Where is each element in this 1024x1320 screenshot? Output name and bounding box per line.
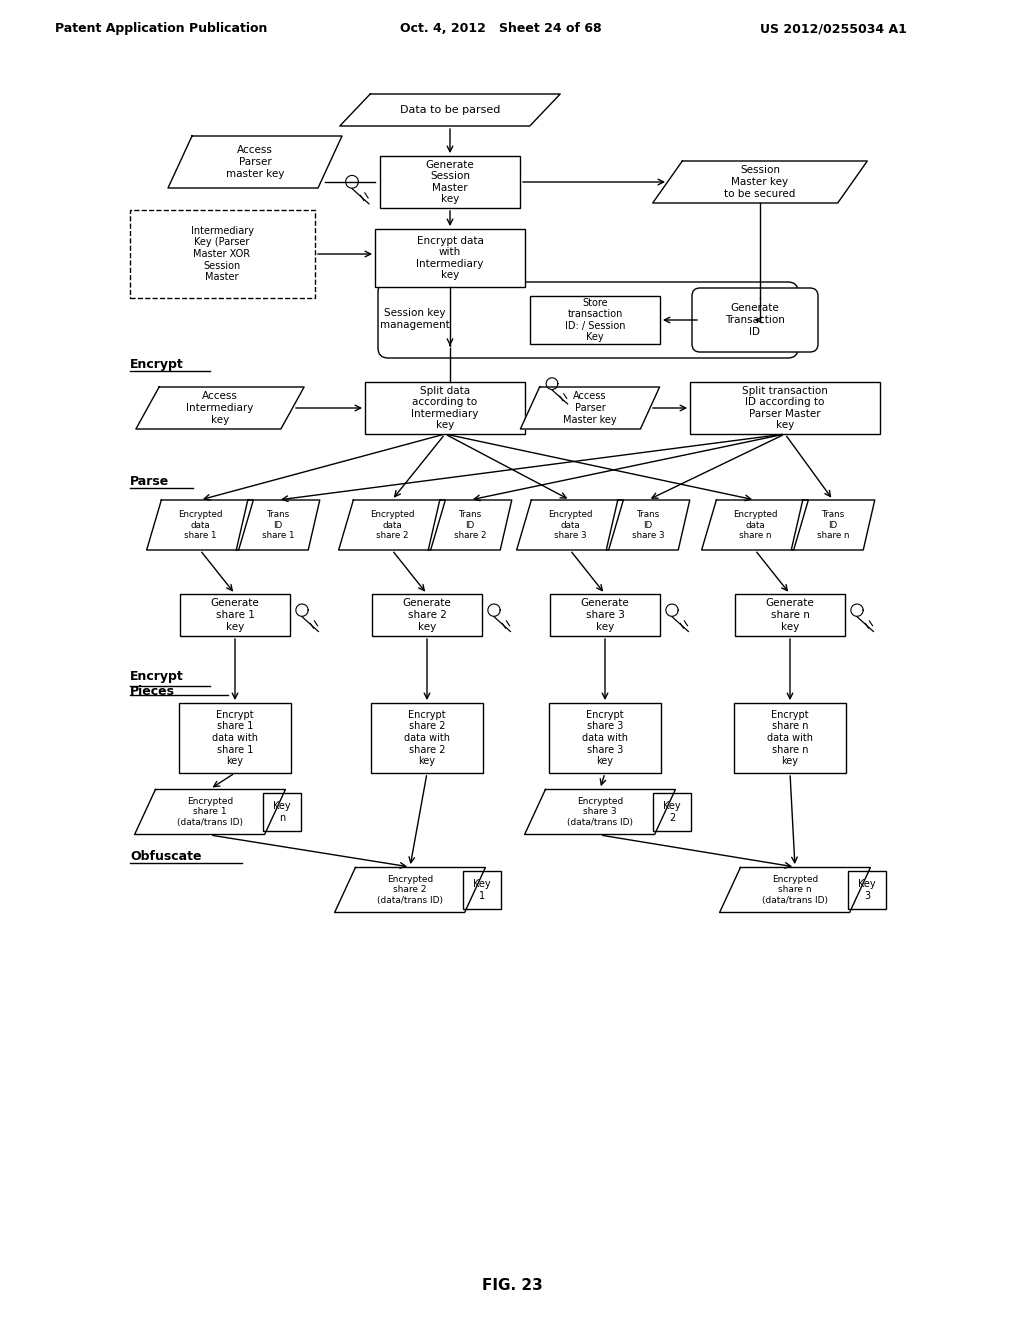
- Polygon shape: [524, 789, 676, 834]
- Text: Key
2: Key 2: [664, 801, 681, 822]
- Text: Trans
ID
share n: Trans ID share n: [817, 510, 849, 540]
- Text: Parse: Parse: [130, 475, 169, 488]
- FancyBboxPatch shape: [179, 704, 291, 774]
- Text: Encrypt: Encrypt: [130, 359, 183, 371]
- Polygon shape: [136, 387, 304, 429]
- Polygon shape: [134, 789, 286, 834]
- Text: Trans
ID
share 3: Trans ID share 3: [632, 510, 665, 540]
- Text: Encrypted
data
share n: Encrypted data share n: [733, 510, 777, 540]
- Text: Encrypt
share 2
data with
share 2
key: Encrypt share 2 data with share 2 key: [404, 710, 450, 766]
- Text: Encrypted
data
share 3: Encrypted data share 3: [548, 510, 592, 540]
- FancyBboxPatch shape: [130, 210, 315, 298]
- Text: Data to be parsed: Data to be parsed: [399, 106, 500, 115]
- Text: Access
Parser
Master key: Access Parser Master key: [563, 392, 616, 425]
- Text: Generate
share 2
key: Generate share 2 key: [402, 598, 452, 631]
- Text: Split transaction
ID according to
Parser Master
key: Split transaction ID according to Parser…: [742, 385, 828, 430]
- Polygon shape: [428, 500, 512, 550]
- Text: Intermediary
Key (Parser
Master XOR
Session
Master: Intermediary Key (Parser Master XOR Sess…: [190, 226, 254, 282]
- Text: Encrypt
share 3
data with
share 3
key: Encrypt share 3 data with share 3 key: [582, 710, 628, 766]
- Text: Encrypt
share n
data with
share n
key: Encrypt share n data with share n key: [767, 710, 813, 766]
- Text: Encrypted
data
share 1: Encrypted data share 1: [178, 510, 222, 540]
- Text: Trans
ID
share 2: Trans ID share 2: [454, 510, 486, 540]
- Text: Generate
Session
Master
key: Generate Session Master key: [426, 160, 474, 205]
- Text: Encrypted
share 3
(data/trans ID): Encrypted share 3 (data/trans ID): [567, 797, 633, 826]
- FancyBboxPatch shape: [734, 704, 846, 774]
- FancyBboxPatch shape: [371, 704, 483, 774]
- FancyBboxPatch shape: [365, 381, 525, 434]
- Polygon shape: [339, 500, 445, 550]
- Text: Key
3: Key 3: [858, 879, 876, 900]
- Text: Encrypted
share n
(data/trans ID): Encrypted share n (data/trans ID): [762, 875, 828, 906]
- Text: Generate
Transaction
ID: Generate Transaction ID: [725, 304, 785, 337]
- Text: Access
Parser
master key: Access Parser master key: [226, 145, 285, 178]
- Polygon shape: [606, 500, 690, 550]
- Text: Access
Intermediary
key: Access Intermediary key: [186, 392, 254, 425]
- Text: Encrypted
share 2
(data/trans ID): Encrypted share 2 (data/trans ID): [377, 875, 443, 906]
- Text: US 2012/0255034 A1: US 2012/0255034 A1: [760, 22, 907, 36]
- Text: Patent Application Publication: Patent Application Publication: [55, 22, 267, 36]
- Text: Key
n: Key n: [273, 801, 291, 822]
- Text: Encrypted
data
share 2: Encrypted data share 2: [370, 510, 415, 540]
- Polygon shape: [146, 500, 253, 550]
- FancyBboxPatch shape: [463, 871, 501, 909]
- FancyBboxPatch shape: [263, 793, 301, 832]
- Text: Encrypt
Pieces: Encrypt Pieces: [130, 671, 183, 698]
- Polygon shape: [335, 867, 485, 912]
- Text: Encrypted
share 1
(data/trans ID): Encrypted share 1 (data/trans ID): [177, 797, 243, 826]
- FancyBboxPatch shape: [380, 156, 520, 209]
- Text: Session key
management: Session key management: [380, 308, 450, 330]
- FancyBboxPatch shape: [653, 793, 691, 832]
- Polygon shape: [340, 94, 560, 125]
- FancyBboxPatch shape: [692, 288, 818, 352]
- Text: Obfuscate: Obfuscate: [130, 850, 202, 863]
- Text: Session
Master key
to be secured: Session Master key to be secured: [724, 165, 796, 198]
- Polygon shape: [720, 867, 870, 912]
- Text: FIG. 23: FIG. 23: [481, 1278, 543, 1292]
- Polygon shape: [701, 500, 808, 550]
- Text: Encrypt data
with
Intermediary
key: Encrypt data with Intermediary key: [417, 235, 483, 280]
- Text: Generate
share 3
key: Generate share 3 key: [581, 598, 630, 631]
- FancyBboxPatch shape: [848, 871, 886, 909]
- FancyBboxPatch shape: [549, 704, 662, 774]
- Polygon shape: [168, 136, 342, 187]
- FancyBboxPatch shape: [530, 296, 660, 345]
- FancyBboxPatch shape: [180, 594, 290, 636]
- Polygon shape: [520, 387, 659, 429]
- Text: Encrypt
share 1
data with
share 1
key: Encrypt share 1 data with share 1 key: [212, 710, 258, 766]
- FancyBboxPatch shape: [375, 228, 525, 286]
- Polygon shape: [237, 500, 319, 550]
- Text: Key
1: Key 1: [473, 879, 490, 900]
- Text: Generate
share n
key: Generate share n key: [766, 598, 814, 631]
- FancyBboxPatch shape: [735, 594, 845, 636]
- FancyBboxPatch shape: [378, 282, 798, 358]
- FancyBboxPatch shape: [550, 594, 660, 636]
- Polygon shape: [652, 161, 867, 203]
- Text: Oct. 4, 2012   Sheet 24 of 68: Oct. 4, 2012 Sheet 24 of 68: [400, 22, 602, 36]
- FancyBboxPatch shape: [690, 381, 880, 434]
- Text: Split data
according to
Intermediary
key: Split data according to Intermediary key: [412, 385, 478, 430]
- Polygon shape: [792, 500, 874, 550]
- FancyBboxPatch shape: [372, 594, 482, 636]
- Text: Generate
share 1
key: Generate share 1 key: [211, 598, 259, 631]
- Polygon shape: [517, 500, 624, 550]
- Text: Trans
ID
share 1: Trans ID share 1: [262, 510, 294, 540]
- Text: Store
transaction
ID: / Session
Key: Store transaction ID: / Session Key: [565, 297, 626, 342]
